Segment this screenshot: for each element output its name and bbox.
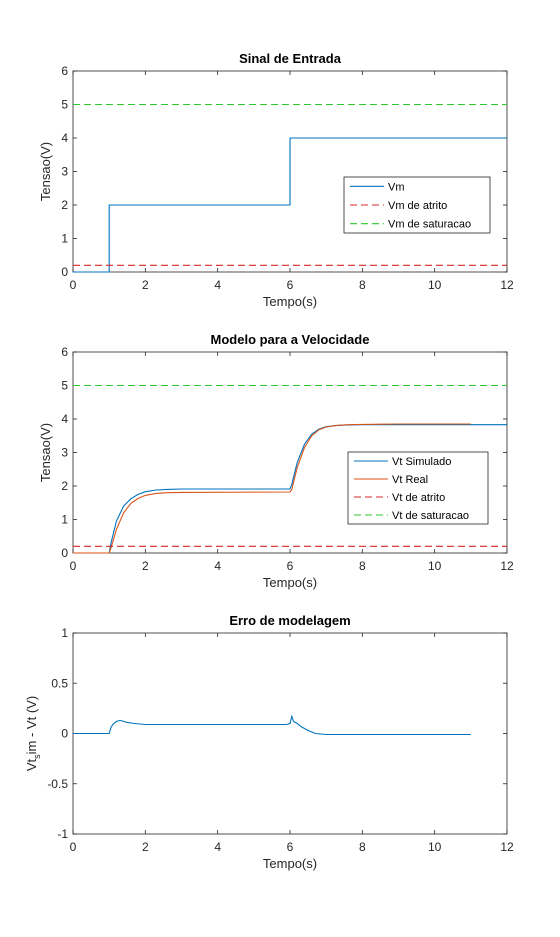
x-tick-label: 10: [428, 559, 442, 573]
y-tick-label: 1: [61, 513, 68, 527]
y-tick-label: 0: [61, 265, 68, 279]
y-axis-label: Vtsim - Vt (V): [24, 696, 42, 771]
y-tick-label: 1: [61, 626, 68, 640]
legend-label-4: Vt de saturacao: [392, 510, 469, 522]
chart-title: Sinal de Entrada: [239, 51, 342, 66]
x-tick-label: 2: [142, 559, 149, 573]
y-tick-label: 3: [61, 165, 68, 179]
y-tick-label: 0.5: [51, 676, 68, 690]
y-label-rest: im - Vt (V): [24, 696, 39, 755]
legend-label-2: Vt Real: [392, 474, 428, 486]
axes-box: [72, 632, 508, 835]
y-tick-label: -1: [57, 827, 68, 841]
legend-label-2: Vm de atrito: [388, 200, 447, 212]
x-tick-label: 2: [142, 278, 149, 292]
x-tick-label: 4: [214, 840, 221, 854]
x-tick-label: 6: [287, 278, 294, 292]
x-tick-label: 8: [359, 840, 366, 854]
legend-box: [347, 451, 489, 525]
x-tick-label: 0: [70, 559, 77, 573]
y-tick-label: 5: [61, 379, 68, 393]
x-tick-label: 12: [500, 840, 514, 854]
legend: Vt Simulado Vt Real Vt de atrito Vt de satu…: [347, 451, 489, 525]
y-axis-label: Tensao(V): [38, 423, 53, 482]
legend-label-1: Vt Simulado: [392, 456, 451, 468]
x-tick-label: 10: [428, 840, 442, 854]
y-tick-label: -0.5: [47, 777, 68, 791]
x-axis-label: Tempo(s): [263, 294, 317, 309]
y-tick-label: 0: [61, 546, 68, 560]
series-line-1: [73, 137, 507, 273]
x-axis-label: Tempo(s): [263, 856, 317, 871]
x-tick-label: 6: [287, 559, 294, 573]
x-tick-label: 8: [359, 559, 366, 573]
y-tick-label: 6: [61, 64, 68, 78]
x-tick-label: 0: [70, 840, 77, 854]
legend: Vm Vm de atrito Vm de saturacao: [343, 176, 491, 234]
y-tick-label: 1: [61, 232, 68, 246]
x-tick-label: 12: [500, 559, 514, 573]
chart-title: Erro de modelagem: [229, 613, 350, 628]
y-tick-label: 4: [61, 412, 68, 426]
legend-box: [343, 176, 491, 234]
x-tick-label: 12: [500, 278, 514, 292]
y-tick-label: 5: [61, 98, 68, 112]
x-tick-label: 4: [214, 559, 221, 573]
x-tick-label: 6: [287, 840, 294, 854]
subplot-3: 0 2 4 6 8 10 12 -1 -0.5 0 0.5 1 Erro de modelagem Tem…: [24, 613, 514, 871]
series-line-2: [73, 423, 471, 554]
series-line-1: [73, 714, 471, 736]
chart-title: Modelo para a Velocidade: [211, 332, 370, 347]
x-axis-label: Tempo(s): [263, 575, 317, 590]
x-tick-label: 10: [428, 278, 442, 292]
legend-label-3: Vt de atrito: [392, 492, 445, 504]
y-tick-label: 0: [61, 727, 68, 741]
y-tick-label: 3: [61, 446, 68, 460]
legend-label-3: Vm de saturacao: [388, 219, 471, 231]
y-tick-label: 2: [61, 479, 68, 493]
y-tick-label: 4: [61, 131, 68, 145]
y-label-sub: s: [32, 754, 42, 759]
y-tick-label: 6: [61, 345, 68, 359]
y-label-main: Vt: [24, 758, 39, 771]
y-tick-label: 2: [61, 198, 68, 212]
x-tick-label: 4: [214, 278, 221, 292]
x-tick-label: 0: [70, 278, 77, 292]
x-tick-label: 8: [359, 278, 366, 292]
legend-label-1: Vm: [388, 181, 405, 193]
y-axis-label: Tensao(V): [38, 142, 53, 201]
x-tick-label: 2: [142, 840, 149, 854]
